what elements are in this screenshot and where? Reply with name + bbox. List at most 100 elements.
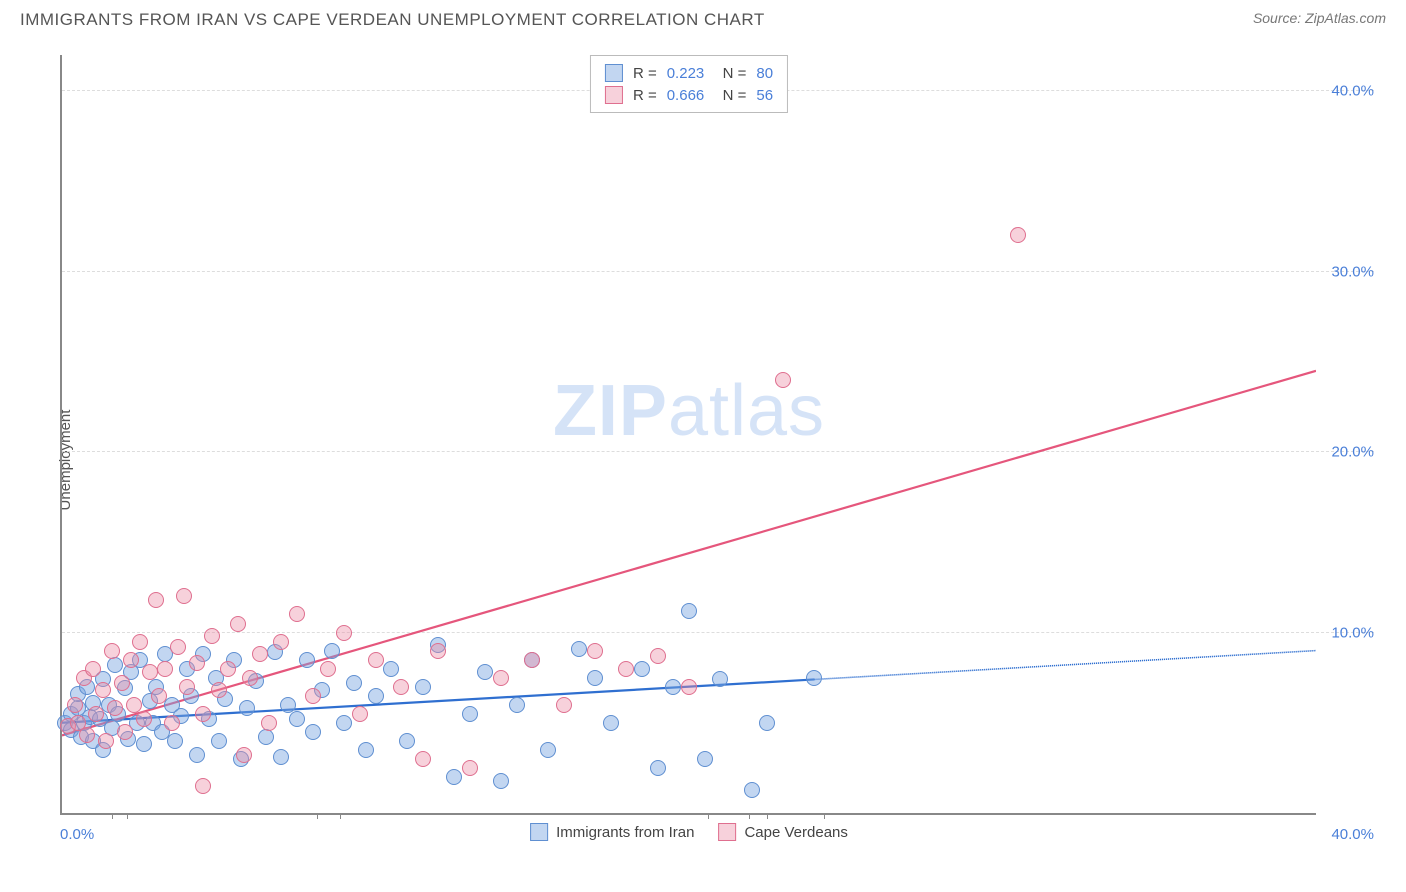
scatter-point [712,671,728,687]
legend-swatch [605,86,623,104]
scatter-point [336,715,352,731]
scatter-point [132,634,148,650]
scatter-point [681,679,697,695]
scatter-point [179,679,195,695]
scatter-point [136,711,152,727]
scatter-point [477,664,493,680]
scatter-point [273,634,289,650]
scatter-point [571,641,587,657]
chart-container: Unemployment ZIPatlas 10.0%20.0%30.0%40.… [20,45,1386,875]
scatter-point [634,661,650,677]
legend-correlation-row: R = 0.666 N = 56 [605,84,773,106]
scatter-point [164,715,180,731]
scatter-point [540,742,556,758]
x-tick-mark [749,813,750,819]
x-tick-mark [127,813,128,819]
scatter-point [759,715,775,731]
scatter-point [261,715,277,731]
watermark-light: atlas [668,371,825,451]
legend-n-value: 80 [756,65,773,82]
scatter-point [352,706,368,722]
scatter-point [79,727,95,743]
scatter-point [189,655,205,671]
scatter-point [681,603,697,619]
scatter-point [1010,227,1026,243]
scatter-point [85,661,101,677]
x-tick-mark [317,813,318,819]
scatter-point [806,670,822,686]
scatter-point [88,706,104,722]
y-tick-label: 30.0% [1320,263,1374,280]
scatter-point [230,616,246,632]
scatter-point [383,661,399,677]
y-tick-label: 40.0% [1320,83,1374,100]
legend-n-label: N = [714,87,746,104]
legend-series: Immigrants from Iran Cape Verdeans [530,823,848,841]
scatter-point [273,749,289,765]
x-tick-mark [767,813,768,819]
trend-lines [62,55,1316,813]
x-axis-max-label: 40.0% [1331,826,1374,843]
scatter-point [104,643,120,659]
scatter-point [346,675,362,691]
scatter-point [446,769,462,785]
x-tick-mark [112,813,113,819]
scatter-point [665,679,681,695]
scatter-point [618,661,634,677]
scatter-point [415,751,431,767]
scatter-point [775,372,791,388]
scatter-point [176,588,192,604]
scatter-point [117,724,133,740]
x-tick-mark [708,813,709,819]
scatter-point [430,643,446,659]
scatter-point [697,751,713,767]
scatter-point [399,733,415,749]
scatter-point [258,729,274,745]
scatter-point [368,688,384,704]
chart-title: IMMIGRANTS FROM IRAN VS CAPE VERDEAN UNE… [20,10,765,30]
legend-series-label: Cape Verdeans [744,824,847,841]
gridline [62,632,1374,633]
watermark-bold: ZIP [553,371,668,451]
scatter-point [336,625,352,641]
scatter-point [95,682,111,698]
scatter-point [67,697,83,713]
legend-r-label: R = [633,87,657,104]
scatter-point [239,700,255,716]
gridline [62,271,1374,272]
source-label: Source: ZipAtlas.com [1253,10,1386,26]
scatter-point [114,675,130,691]
legend-swatch [530,823,548,841]
scatter-point [324,643,340,659]
scatter-point [157,661,173,677]
scatter-point [509,697,525,713]
scatter-point [211,733,227,749]
scatter-point [170,639,186,655]
scatter-point [744,782,760,798]
x-tick-mark [824,813,825,819]
scatter-point [236,747,252,763]
legend-swatch [718,823,736,841]
scatter-point [305,724,321,740]
scatter-point [252,646,268,662]
scatter-point [305,688,321,704]
scatter-point [167,733,183,749]
scatter-point [603,715,619,731]
scatter-point [280,697,296,713]
legend-swatch [605,64,623,82]
scatter-point [320,661,336,677]
legend-r-value: 0.223 [667,65,705,82]
legend-series-label: Immigrants from Iran [556,824,694,841]
scatter-point [98,733,114,749]
scatter-point [189,747,205,763]
scatter-point [493,670,509,686]
scatter-point [107,657,123,673]
scatter-point [242,670,258,686]
scatter-point [289,711,305,727]
x-axis-min-label: 0.0% [60,826,94,843]
legend-series-item: Immigrants from Iran [530,823,694,841]
scatter-point [493,773,509,789]
scatter-point [123,652,139,668]
scatter-point [524,652,540,668]
scatter-point [148,592,164,608]
